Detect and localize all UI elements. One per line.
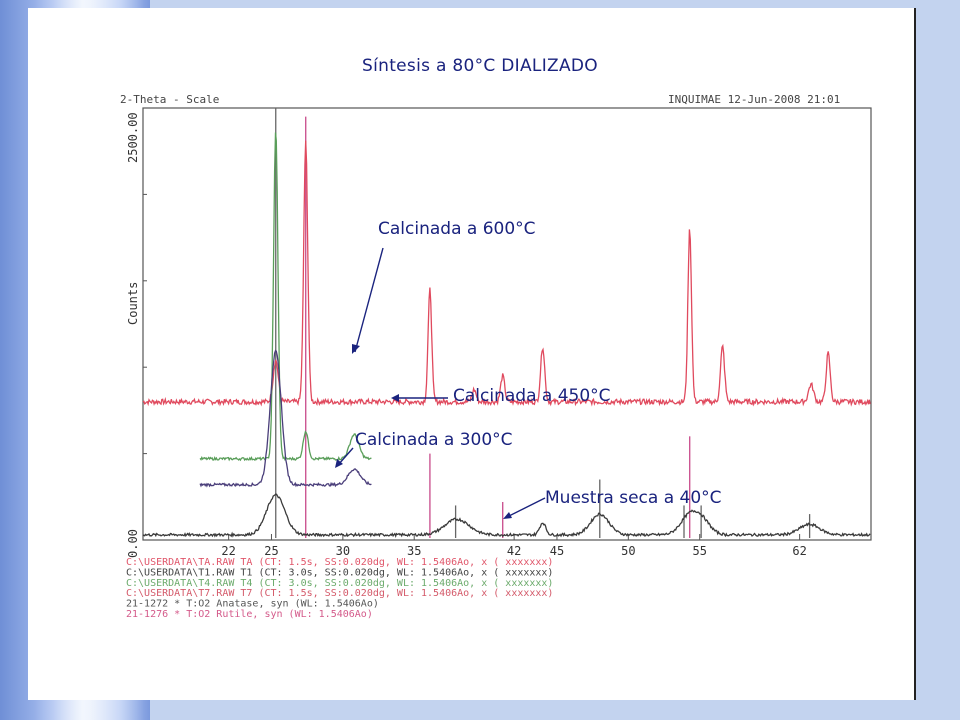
series-lines — [142, 132, 871, 539]
x-tick-label: 42 — [507, 544, 521, 558]
y-tick-label: 2500.00 — [126, 112, 140, 163]
series-line-1 — [142, 140, 871, 407]
plot-border — [142, 107, 872, 541]
label-calcinada-450: Calcinada a 450°C — [453, 386, 611, 406]
x-tick-label: 62 — [792, 544, 806, 558]
label-calcinada-600: Calcinada a 600°C — [378, 219, 536, 239]
legend-line: C:\USERDATA\T7.RAW T7 (CT: 1.5s, SS:0.02… — [126, 588, 553, 599]
arrow-600-head — [352, 344, 360, 354]
x-tick-label: 30 — [336, 544, 350, 558]
annotation-arrows — [335, 247, 546, 519]
scanned-paper — [28, 8, 916, 700]
x-tick-label: 45 — [550, 544, 564, 558]
scale-label: 2-Theta - Scale — [120, 93, 219, 106]
x-tick-label: 25 — [264, 544, 278, 558]
x-tick-label: 55 — [692, 544, 706, 558]
x-tick-label: 22 — [221, 544, 235, 558]
slide-title: Síntesis a 80°C DIALIZADO — [362, 56, 598, 76]
x-tick-label: 35 — [407, 544, 421, 558]
legend-block: C:\USERDATA\TA.RAW TA (CT: 1.5s, SS:0.02… — [126, 557, 553, 620]
x-tick-label: 50 — [621, 544, 635, 558]
arrow-450-head — [391, 394, 399, 402]
instrument-stamp: INQUIMAE 12-Jun-2008 21:01 — [668, 93, 840, 106]
series-line-3 — [199, 349, 372, 488]
label-muestra-40: Muestra seca a 40°C — [545, 488, 722, 508]
arrow-300-head — [335, 459, 343, 468]
label-calcinada-300: Calcinada a 300°C — [355, 430, 513, 450]
series-line-2 — [199, 132, 372, 462]
arrow-600 — [354, 247, 384, 353]
legend-line: C:\USERDATA\TA.RAW TA (CT: 1.5s, SS:0.02… — [126, 557, 553, 568]
legend-line: C:\USERDATA\T1.RAW T1 (CT: 3.0s, SS:0.02… — [126, 567, 553, 578]
plot-frame — [142, 107, 872, 541]
arrow-40 — [506, 497, 546, 518]
legend-line: 21-1276 * T:O2 Rutile, syn (WL: 1.5406Ao… — [126, 609, 373, 620]
legend-line: C:\USERDATA\T4.RAW T4 (CT: 3.0s, SS:0.02… — [126, 578, 553, 589]
series-line-4 — [142, 493, 871, 539]
y-tick-label: 0.00 — [126, 529, 140, 558]
legend-line: 21-1272 * T:O2 Anatase, syn (WL: 1.5406A… — [126, 599, 379, 610]
reference-lines — [275, 108, 811, 538]
y-axis-label: Counts — [126, 282, 140, 325]
y-ticks: 2500.00 0.00 — [126, 107, 149, 558]
x-ticks: 22 25 30 35 42 45 50 55 62 — [221, 534, 807, 558]
arrow-40-head — [503, 512, 512, 519]
